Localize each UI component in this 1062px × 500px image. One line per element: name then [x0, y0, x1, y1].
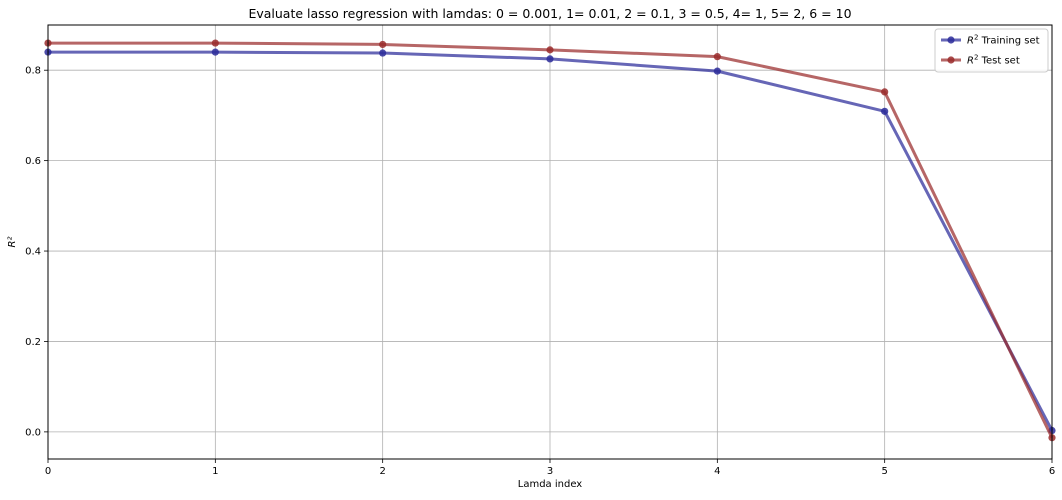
y-axis-label-text: R² — [7, 237, 18, 248]
y-axis-label: R² — [7, 237, 18, 248]
chart-title: Evaluate lasso regression with lamdas: 0… — [248, 6, 851, 21]
legend-label-superscript: 2 — [974, 34, 978, 42]
y-tick-label: 0.0 — [25, 427, 41, 438]
data-point-series-0 — [546, 55, 554, 63]
legend-label-0: R2 Training set — [967, 34, 1040, 47]
data-point-series-0 — [881, 107, 889, 115]
x-axis-label: Lamda index — [518, 479, 583, 490]
legend-label-text: Training set — [978, 36, 1039, 47]
y-tick-label: 0.4 — [25, 247, 41, 258]
data-point-series-0 — [379, 49, 387, 57]
data-point-series-1 — [881, 88, 889, 96]
x-tick-label: 0 — [45, 466, 51, 477]
legend-label-symbol: R — [967, 56, 974, 67]
y-tick-label: 0.8 — [25, 66, 41, 77]
legend-label-text: Test set — [978, 56, 1019, 67]
axis-ticks: 0 1 2 3 4 5 6 0.0 0.2 0.4 0.6 0.8 — [25, 66, 1055, 477]
x-tick-label: 4 — [714, 466, 720, 477]
data-point-series-0 — [713, 67, 721, 75]
legend-label-superscript: 2 — [974, 54, 978, 62]
x-tick-label: 3 — [547, 466, 553, 477]
x-tick-label: 6 — [1049, 466, 1055, 477]
grid — [47, 25, 1053, 459]
x-tick-label: 1 — [212, 466, 218, 477]
data-point-series-1 — [211, 39, 219, 47]
data-point-series-0 — [211, 48, 219, 56]
x-tick-label: 5 — [881, 466, 887, 477]
x-tick-label: 2 — [379, 466, 385, 477]
legend-box — [934, 28, 1049, 73]
data-point-series-1 — [713, 53, 721, 61]
y-tick-label: 0.6 — [25, 156, 41, 167]
legend-marker-0 — [947, 36, 955, 44]
data-point-series-1 — [379, 40, 387, 49]
legend-label-1: R2 Test set — [967, 54, 1020, 67]
y-tick-label: 0.2 — [25, 337, 41, 348]
legend-label-symbol: R — [967, 36, 974, 47]
legend-marker-1 — [947, 56, 955, 64]
data-point-series-1 — [546, 46, 554, 54]
